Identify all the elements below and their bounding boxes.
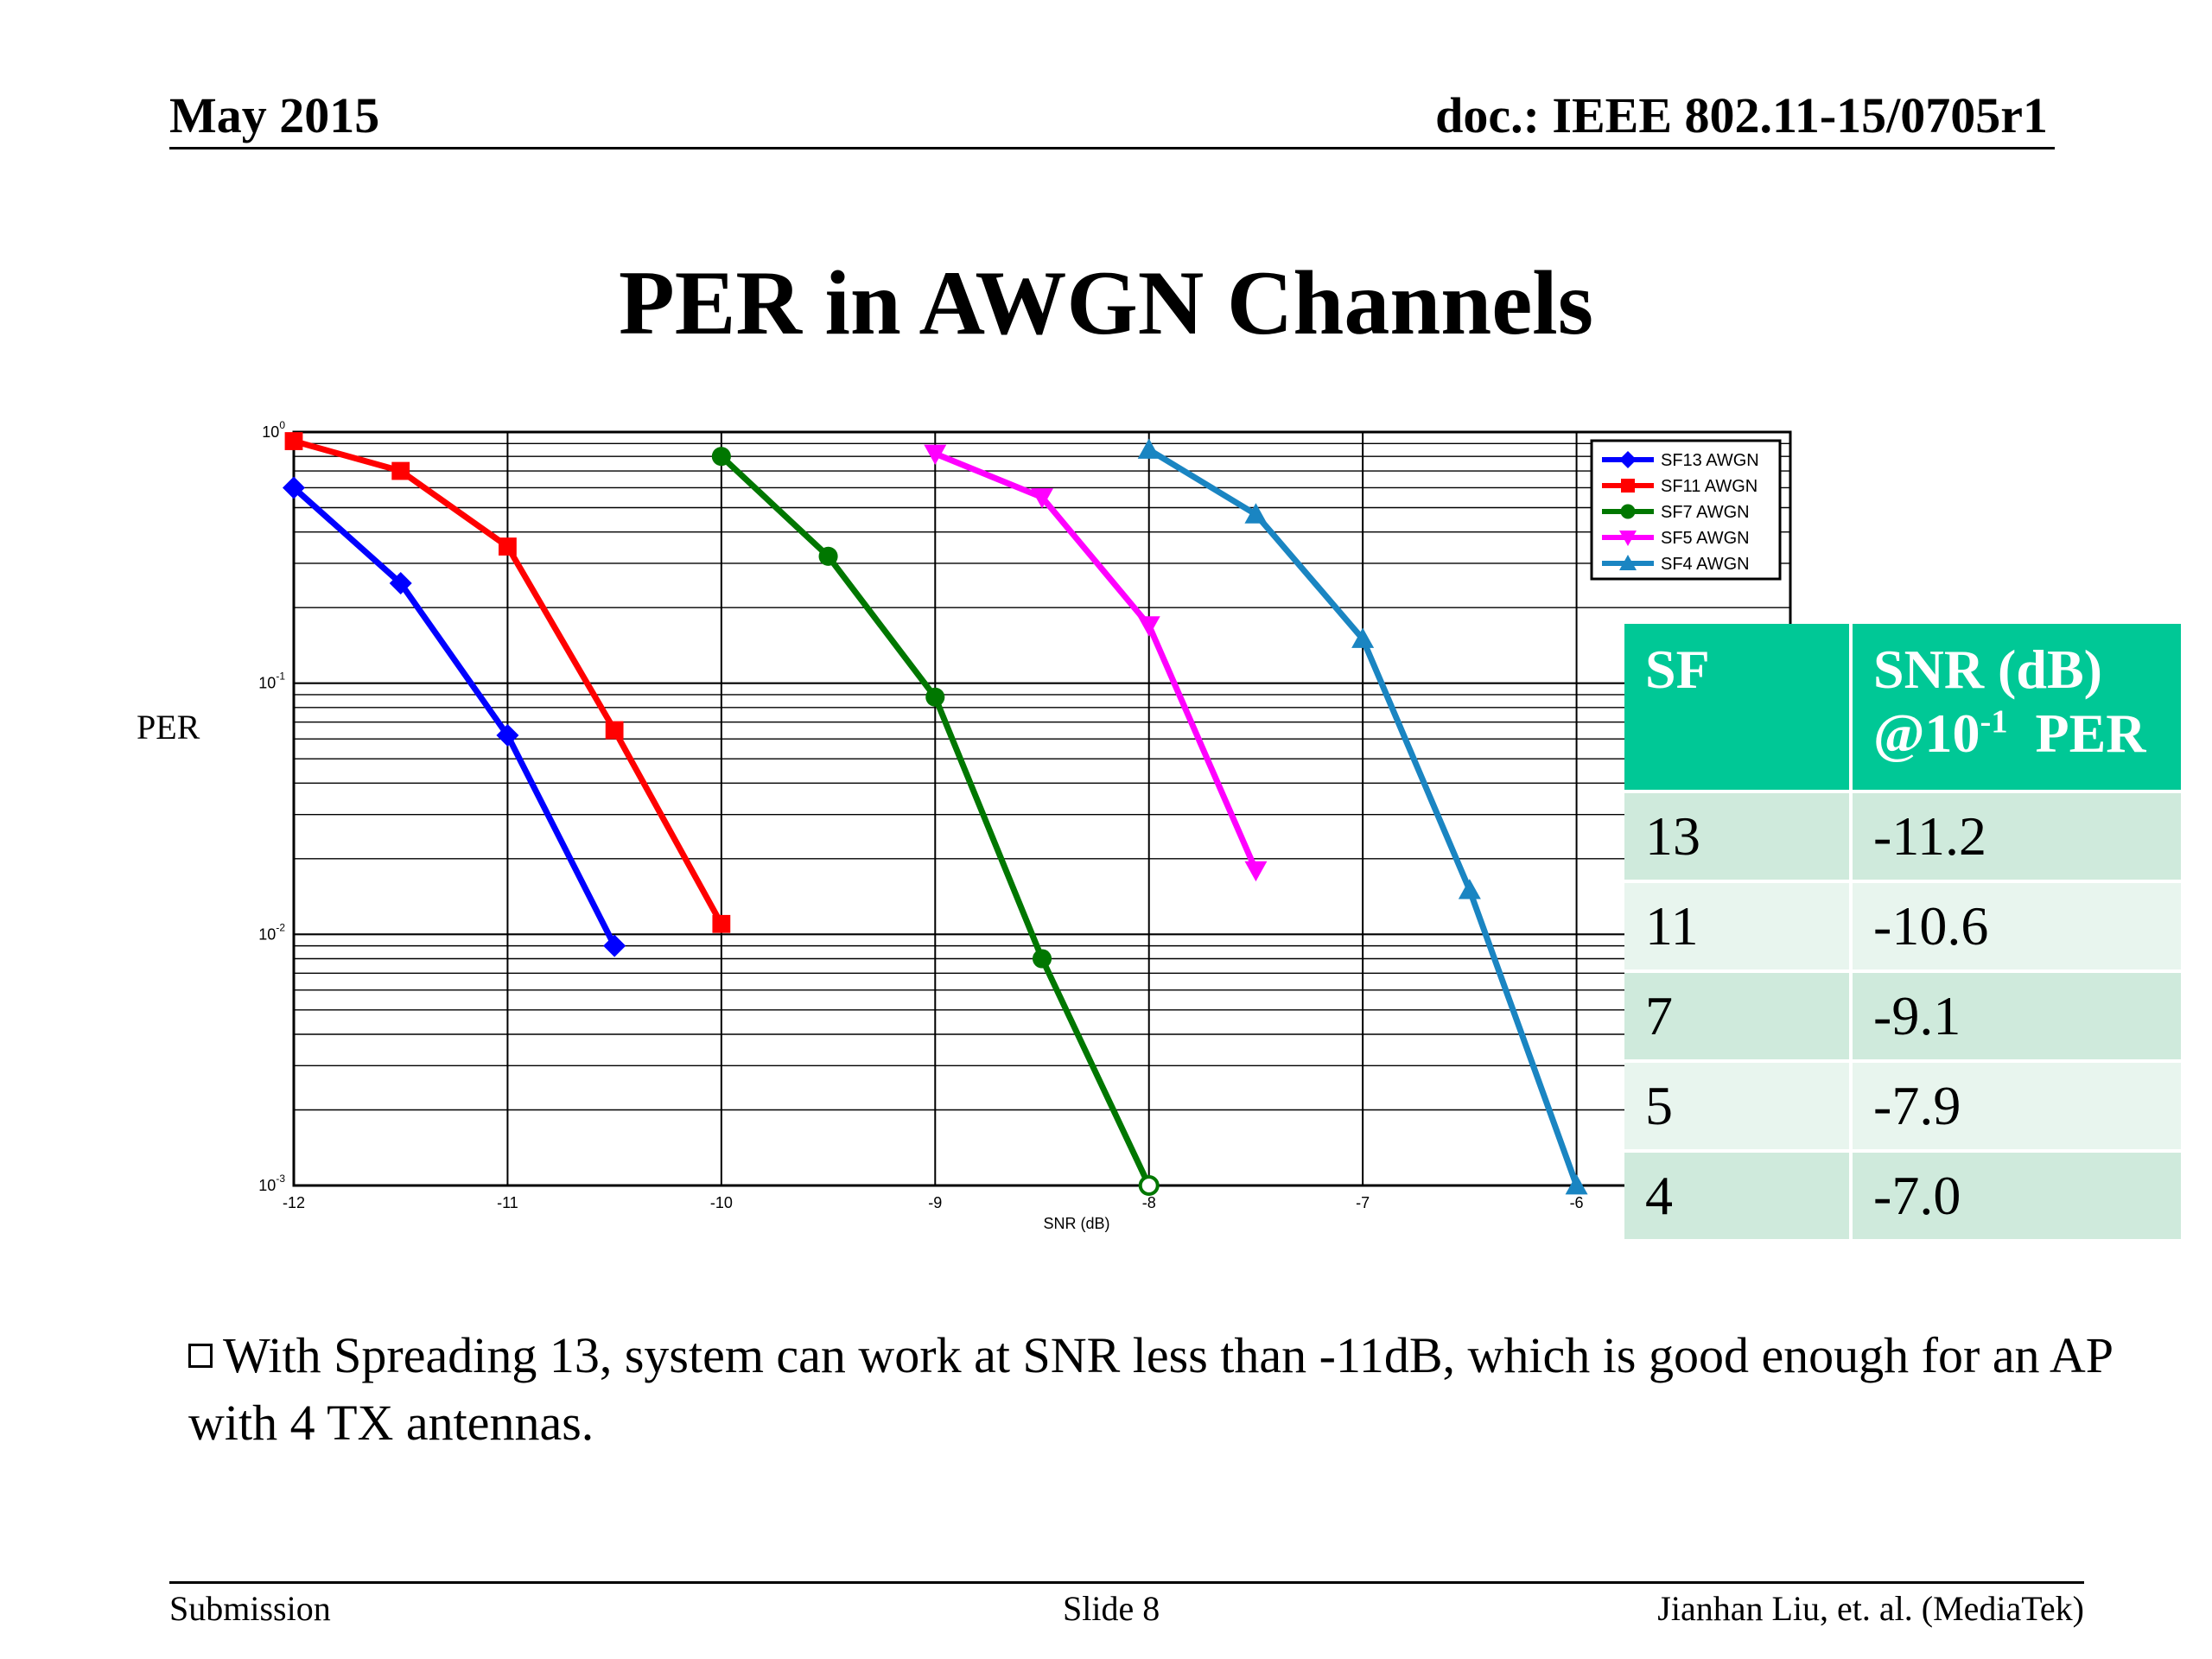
bullet-text: With Spreading 13, system can work at SN… bbox=[188, 1322, 2124, 1457]
legend-label: SF4 AWGN bbox=[1661, 555, 1750, 574]
snr-table: SF SNR (dB) @10-1 PER 13 -11.2 11 -10.6 … bbox=[1624, 624, 2184, 1243]
x-tick-label: -6 bbox=[1570, 1194, 1584, 1211]
data-point bbox=[284, 432, 303, 450]
data-point bbox=[391, 461, 410, 480]
data-point bbox=[499, 537, 517, 556]
data-point bbox=[711, 447, 731, 467]
bullet-square-icon bbox=[188, 1343, 213, 1368]
table-cell-sf: 13 bbox=[1624, 793, 1853, 883]
chart-legend: SF13 AWGN SF11 AWGN SF7 AWGN SF5 AWGN SF4 AW… bbox=[1590, 439, 1782, 581]
data-point bbox=[603, 934, 626, 957]
footer-rule bbox=[169, 1581, 2084, 1584]
footer-authors: Jianhan Liu, et. al. (MediaTek) bbox=[1657, 1589, 2084, 1628]
table-cell-sf: 4 bbox=[1624, 1153, 1853, 1243]
data-point bbox=[1244, 503, 1268, 524]
data-point bbox=[283, 476, 305, 499]
data-point bbox=[1619, 531, 1637, 546]
legend-label: SF5 AWGN bbox=[1661, 529, 1750, 548]
y-tick-label: 10-3 bbox=[258, 1173, 285, 1194]
legend-label: SF13 AWGN bbox=[1661, 451, 1759, 470]
table-cell-sf: 11 bbox=[1624, 883, 1853, 973]
data-point bbox=[1351, 627, 1375, 648]
table-header-snr: SNR (dB) @10-1 PER bbox=[1853, 624, 2184, 793]
chart-series bbox=[283, 432, 1588, 1196]
data-point bbox=[1138, 1175, 1160, 1196]
footer-submission: Submission bbox=[169, 1589, 331, 1628]
header-doc-id: doc.: IEEE 802.11-15/0705r1 bbox=[1435, 87, 2048, 143]
data-point bbox=[605, 721, 624, 740]
table-header-sf: SF bbox=[1624, 624, 1853, 793]
series-sf11-awgn bbox=[284, 432, 731, 933]
series-line bbox=[291, 485, 618, 948]
data-point bbox=[1620, 504, 1636, 519]
data-point bbox=[1031, 488, 1053, 509]
data-point bbox=[496, 724, 519, 747]
x-tick-label: -11 bbox=[497, 1194, 518, 1211]
table-row: 13 -11.2 bbox=[1624, 793, 2184, 883]
table-row: 4 -7.0 bbox=[1624, 1153, 2184, 1243]
legend-label: SF7 AWGN bbox=[1661, 503, 1750, 522]
data-point bbox=[924, 444, 947, 466]
table-cell-snr: -9.1 bbox=[1853, 973, 2184, 1063]
x-tick-label: -12 bbox=[283, 1194, 305, 1211]
data-point bbox=[1565, 1174, 1588, 1195]
x-tick-label: -7 bbox=[1356, 1194, 1370, 1211]
series-line bbox=[933, 450, 1259, 872]
data-point bbox=[389, 571, 412, 594]
table-header-snr-line1: SNR (dB) bbox=[1873, 639, 2102, 700]
data-point bbox=[1619, 555, 1637, 570]
y-tick-label: 100 bbox=[262, 419, 285, 441]
table-row: 7 -9.1 bbox=[1624, 973, 2184, 1063]
footer-slide-number: Slide 8 bbox=[1063, 1589, 1160, 1628]
data-point bbox=[712, 914, 731, 933]
header-date: May 2015 bbox=[169, 87, 380, 143]
x-tick-label: -10 bbox=[710, 1194, 733, 1211]
table-header-snr-prefix: @10 bbox=[1873, 702, 1980, 764]
table-header-snr-exp: -1 bbox=[1980, 703, 2008, 741]
y-axis-label: PER bbox=[137, 708, 200, 747]
table-cell-sf: 7 bbox=[1624, 973, 1853, 1063]
table-cell-snr: -11.2 bbox=[1853, 793, 2184, 883]
data-point bbox=[925, 687, 945, 707]
bullet-content: With Spreading 13, system can work at SN… bbox=[188, 1327, 2112, 1451]
series-sf13-awgn bbox=[283, 476, 626, 957]
x-tick-label: -8 bbox=[1142, 1194, 1156, 1211]
y-tick-label: 10-1 bbox=[258, 671, 285, 692]
series-sf4-awgn bbox=[1137, 438, 1588, 1195]
table-header-snr-line2: @10-1 PER bbox=[1873, 702, 2181, 766]
series-sf7-awgn bbox=[711, 447, 1160, 1196]
data-point bbox=[1137, 616, 1160, 637]
y-tick-label: 10-2 bbox=[258, 921, 285, 943]
table-cell-snr: -7.0 bbox=[1853, 1153, 2184, 1243]
table-header-snr-suffix: PER bbox=[2035, 702, 2146, 764]
plot-frame bbox=[292, 430, 1792, 1187]
data-point bbox=[1137, 438, 1160, 459]
data-point bbox=[818, 546, 838, 566]
table-cell-sf: 5 bbox=[1624, 1063, 1853, 1153]
data-point bbox=[1244, 861, 1268, 882]
data-point bbox=[1458, 879, 1481, 899]
slide-title: PER in AWGN Channels bbox=[618, 252, 1593, 353]
data-point bbox=[1619, 451, 1637, 468]
x-tick-label: -9 bbox=[928, 1194, 942, 1211]
chart-grid bbox=[293, 432, 1791, 1187]
table-cell-snr: -7.9 bbox=[1853, 1063, 2184, 1153]
data-point bbox=[1621, 479, 1635, 493]
table-row: 11 -10.6 bbox=[1624, 883, 2184, 973]
header-rule bbox=[169, 147, 2055, 149]
x-axis-label: SNR (dB) bbox=[1043, 1215, 1109, 1232]
table-row: 5 -7.9 bbox=[1624, 1063, 2184, 1153]
data-point bbox=[1032, 949, 1052, 969]
series-sf5-awgn bbox=[924, 444, 1268, 882]
table-cell-snr: -10.6 bbox=[1853, 883, 2184, 973]
legend-label: SF11 AWGN bbox=[1661, 477, 1758, 496]
